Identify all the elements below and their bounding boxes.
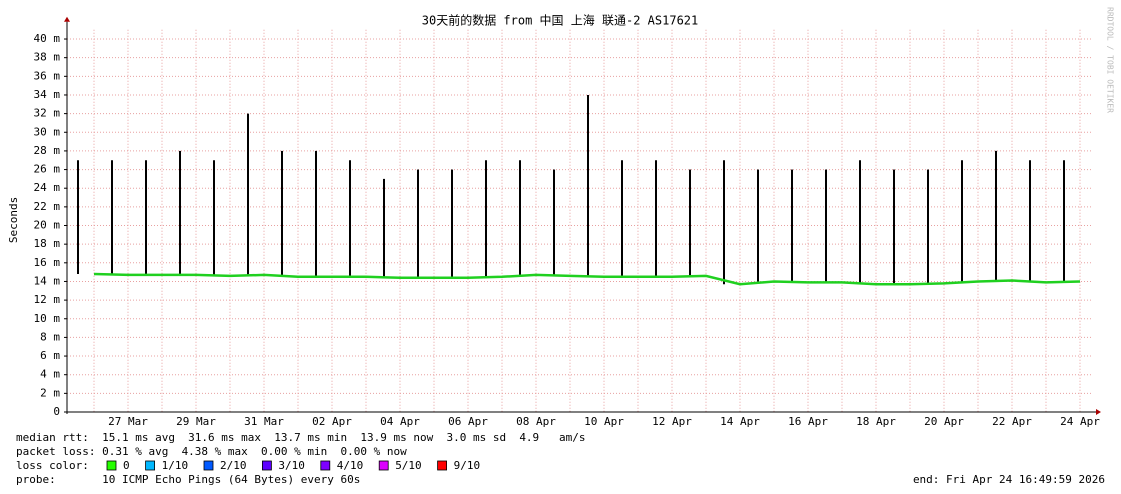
- loss-label: 5/10: [395, 459, 422, 472]
- y-tick-label: 36 m: [34, 69, 61, 82]
- x-tick-label: 14 Apr: [720, 415, 760, 428]
- x-tick-label: 02 Apr: [312, 415, 352, 428]
- loss-label: 3/10: [278, 459, 305, 472]
- y-tick-label: 10 m: [34, 312, 61, 325]
- plot-area: 0 2 m 4 m 6 m 8 m 10 m 12 m 14 m 16 m 18 m 20 m 22 …: [34, 16, 1101, 428]
- y-tick-label: 40 m: [34, 32, 61, 45]
- loss-swatch: [261, 460, 272, 471]
- loss-label: 4/10: [337, 459, 364, 472]
- y-tick-label: 6 m: [40, 349, 60, 362]
- y-tick-label: 0: [53, 405, 60, 418]
- chart-title: 30天前的数据 from 中国 上海 联通-2 AS17621: [422, 13, 699, 28]
- x-tick-label: 29 Mar: [176, 415, 216, 428]
- y-tick-label: 18 m: [34, 237, 61, 250]
- loss-label: 1/10: [162, 459, 189, 472]
- x-tick-label: 08 Apr: [516, 415, 556, 428]
- loss-title: loss color:: [16, 459, 89, 472]
- y-tick-label: 4 m: [40, 368, 60, 381]
- y-tick-label: 8 m: [40, 330, 60, 343]
- footer: median rtt: 15.1 ms avg 31.6 ms max 13.7…: [16, 431, 1105, 486]
- x-tick-label: 10 Apr: [584, 415, 624, 428]
- watermark: RRDTOOL / TOBI OETIKER: [1106, 7, 1115, 113]
- loss-swatch: [203, 460, 214, 471]
- stats-line: packet loss: 0.31 % avg 4.38 % max 0.00 …: [16, 445, 407, 458]
- y-tick-label: 28 m: [34, 144, 61, 157]
- probe: probe: 10 ICMP Echo Pings (64 Bytes) eve…: [16, 473, 360, 486]
- y-arrow: [64, 16, 70, 22]
- y-tick-label: 16 m: [34, 256, 61, 269]
- x-arrow: [1096, 409, 1101, 415]
- x-tick-label: 20 Apr: [924, 415, 964, 428]
- series-line: [93, 272, 1081, 286]
- loss-swatch: [106, 460, 117, 471]
- loss-label: 0: [123, 459, 130, 472]
- x-tick-label: 31 Mar: [244, 415, 284, 428]
- x-tick-label: 27 Mar: [108, 415, 148, 428]
- y-tick-label: 14 m: [34, 274, 61, 287]
- x-tick-label: 24 Apr: [1060, 415, 1100, 428]
- y-tick-label: 34 m: [34, 88, 61, 101]
- x-tick-label: 18 Apr: [856, 415, 896, 428]
- x-tick-label: 04 Apr: [380, 415, 420, 428]
- y-tick-label: 38 m: [34, 51, 61, 64]
- x-tick-label: 22 Apr: [992, 415, 1032, 428]
- y-tick-label: 32 m: [34, 107, 61, 120]
- loss-label: 2/10: [220, 459, 247, 472]
- loss-swatch: [437, 460, 448, 471]
- stats-line: median rtt: 15.1 ms avg 31.6 ms max 13.7…: [16, 431, 586, 444]
- loss-swatch: [378, 460, 389, 471]
- loss-label: 9/10: [454, 459, 481, 472]
- y-tick-label: 20 m: [34, 219, 61, 232]
- y-tick-label: 12 m: [34, 293, 61, 306]
- loss-swatch: [145, 460, 156, 471]
- y-axis-label: Seconds: [7, 197, 20, 243]
- y-tick-label: 24 m: [34, 181, 61, 194]
- y-tick-label: 26 m: [34, 163, 61, 176]
- x-tick-label: 16 Apr: [788, 415, 828, 428]
- loss-swatch: [320, 460, 331, 471]
- end-time: end: Fri Apr 24 16:49:59 2026: [913, 473, 1105, 486]
- y-tick-label: 30 m: [34, 125, 61, 138]
- x-tick-label: 06 Apr: [448, 415, 488, 428]
- y-tick-label: 22 m: [34, 200, 61, 213]
- y-tick-label: 2 m: [40, 386, 60, 399]
- x-tick-label: 12 Apr: [652, 415, 692, 428]
